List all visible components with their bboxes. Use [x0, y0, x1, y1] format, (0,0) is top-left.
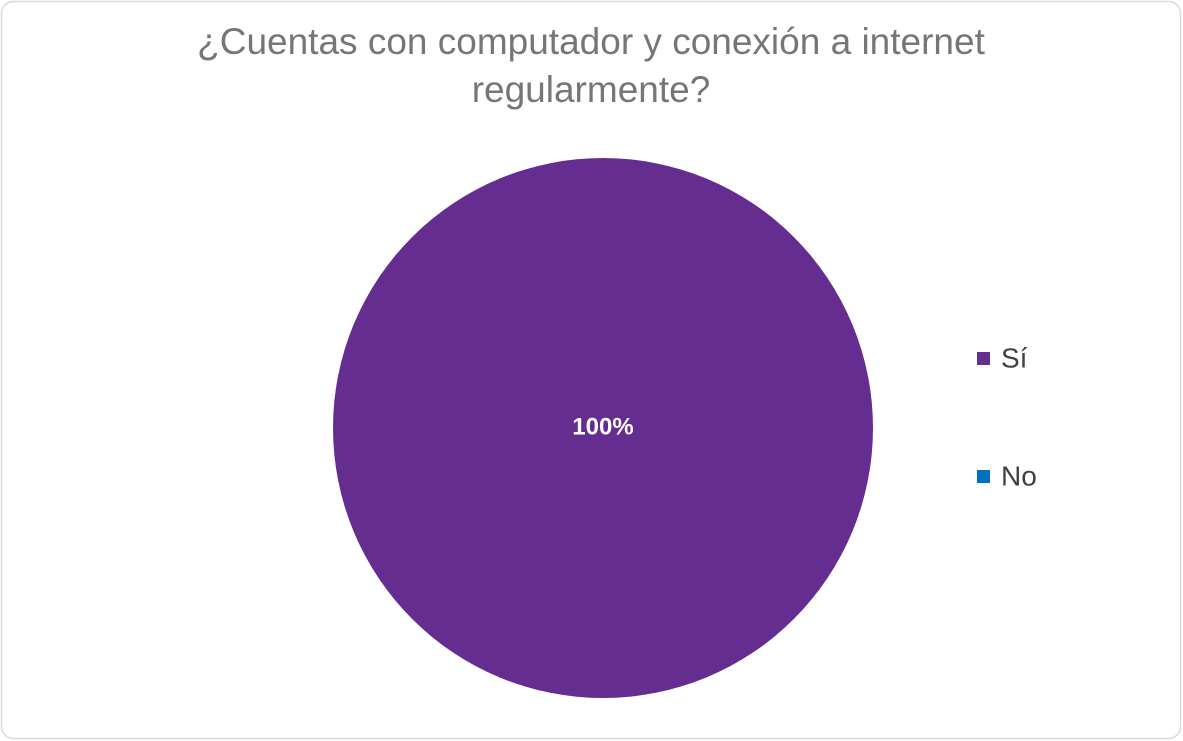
chart-title: ¿Cuentas con computador y conexión a int…: [197, 21, 985, 110]
legend-swatch: [977, 352, 990, 365]
legend-label: Sí: [1001, 342, 1028, 373]
data-label: 100%: [572, 413, 633, 440]
pie-slice: [333, 158, 873, 698]
legend-swatch: [977, 470, 990, 483]
legend-label: No: [1001, 460, 1037, 491]
